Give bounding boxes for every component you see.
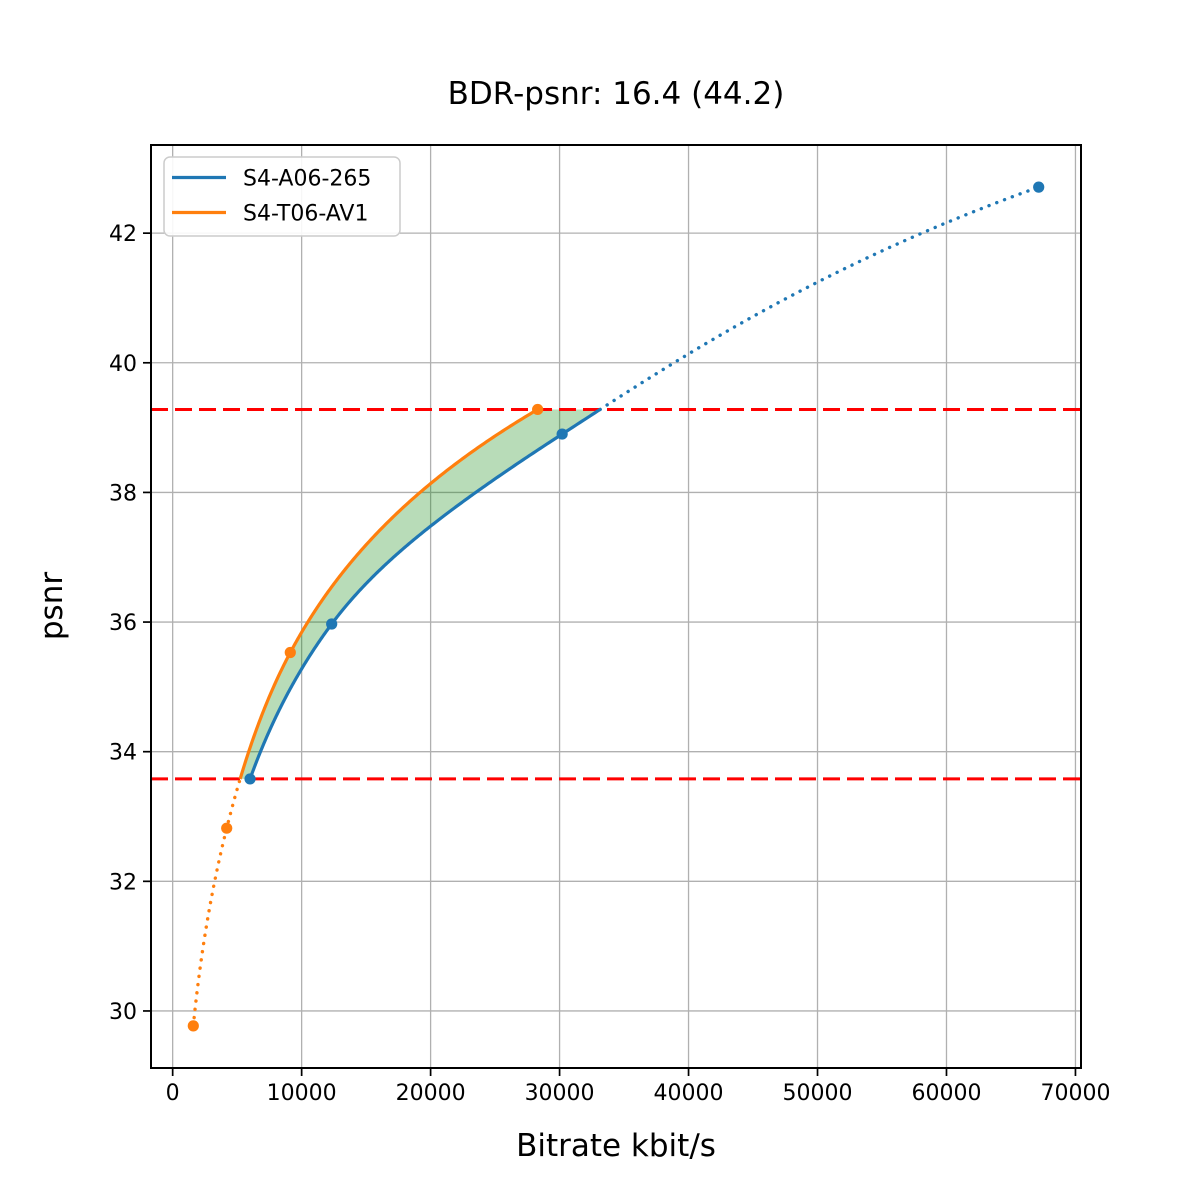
x-tick-label: 0 <box>166 1081 180 1106</box>
y-tick-label: 38 <box>109 481 137 506</box>
x-tick-label: 10000 <box>267 1081 337 1106</box>
series-curve-dotted <box>191 777 242 1028</box>
x-tick-label: 50000 <box>783 1081 853 1106</box>
legend-label: S4-T06-AV1 <box>243 202 368 227</box>
x-tick-label: 60000 <box>911 1081 981 1106</box>
y-tick-label: 40 <box>109 352 137 377</box>
y-tick-label: 42 <box>109 222 137 247</box>
chart-title: BDR-psnr: 16.4 (44.2) <box>447 76 785 112</box>
y-tick-label: 36 <box>109 611 137 636</box>
x-tick-label: 20000 <box>396 1081 466 1106</box>
y-tick-label: 32 <box>109 870 137 895</box>
legend-entry: S4-T06-AV1 <box>172 202 368 227</box>
x-tick-label: 70000 <box>1040 1081 1110 1106</box>
shaded-region <box>240 409 601 779</box>
data-point-marker <box>244 773 256 785</box>
x-axis-label: Bitrate kbit/s <box>516 1128 716 1164</box>
data-point-marker <box>556 428 568 440</box>
x-tick-label: 40000 <box>654 1081 724 1106</box>
legend: S4-A06-265 S4-T06-AV1 <box>163 156 401 237</box>
data-point-marker <box>284 646 296 659</box>
x-tick-label: 30000 <box>525 1081 595 1106</box>
axis-spines <box>150 144 1082 1069</box>
series-curve-solid <box>248 407 602 780</box>
data-point-marker <box>187 1020 199 1032</box>
series-curve-dotted <box>598 185 1041 412</box>
data-point-marker <box>221 822 233 834</box>
y-tick-label: 34 <box>109 741 137 766</box>
data-point-marker <box>1033 181 1045 193</box>
legend-entry: S4-A06-265 <box>172 167 371 192</box>
y-tick-label: 30 <box>109 1000 137 1025</box>
legend-label: S4-A06-265 <box>243 167 371 192</box>
data-point-marker <box>532 403 544 416</box>
series-curve-solid <box>238 408 539 781</box>
data-point-marker <box>326 618 338 630</box>
